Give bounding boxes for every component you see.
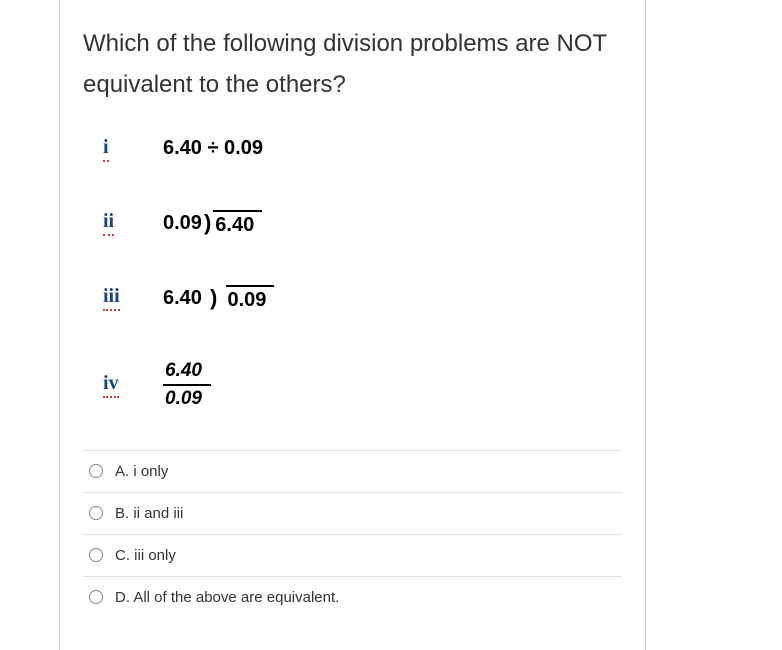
- option-row-iv: iv 6.40 0.09: [103, 360, 622, 410]
- answer-label: C. iii only: [115, 547, 176, 564]
- longdiv-paren: ): [204, 285, 224, 311]
- radio-icon[interactable]: [89, 506, 103, 520]
- options-area: i 6.40 ÷ 0.09 ii 0.09 ) 6.40 iii 6.40 ) …: [103, 136, 622, 410]
- question-text: Which of the following division problems…: [83, 24, 622, 106]
- math-fraction: 6.40 0.09: [163, 360, 211, 410]
- answer-label: A. i only: [115, 463, 168, 480]
- roman-label: iii: [103, 285, 163, 311]
- roman-label: ii: [103, 210, 163, 236]
- question-card: Which of the following division problems…: [59, 0, 646, 650]
- math-longdiv: 0.09 ) 6.40: [163, 210, 262, 237]
- math-longdiv: 6.40 ) 0.09: [163, 285, 274, 312]
- roman-label: i: [103, 136, 163, 162]
- math-inline: 6.40 ÷ 0.09: [163, 137, 263, 160]
- option-row-ii: ii 0.09 ) 6.40: [103, 210, 622, 237]
- answer-label: B. ii and iii: [115, 505, 183, 522]
- option-row-i: i 6.40 ÷ 0.09: [103, 136, 622, 162]
- option-row-iii: iii 6.40 ) 0.09: [103, 285, 622, 312]
- answer-choice-b[interactable]: B. ii and iii: [83, 492, 622, 534]
- roman-label: iv: [103, 372, 163, 398]
- answer-label: D. All of the above are equivalent.: [115, 589, 339, 606]
- longdiv-paren: ): [204, 210, 211, 236]
- radio-icon[interactable]: [89, 464, 103, 478]
- answer-choice-a[interactable]: A. i only: [83, 450, 622, 492]
- answer-choice-d[interactable]: D. All of the above are equivalent.: [83, 576, 622, 618]
- answer-list: A. i only B. ii and iii C. iii only D. A…: [83, 450, 622, 618]
- radio-icon[interactable]: [89, 548, 103, 562]
- answer-choice-c[interactable]: C. iii only: [83, 534, 622, 576]
- radio-icon[interactable]: [89, 590, 103, 604]
